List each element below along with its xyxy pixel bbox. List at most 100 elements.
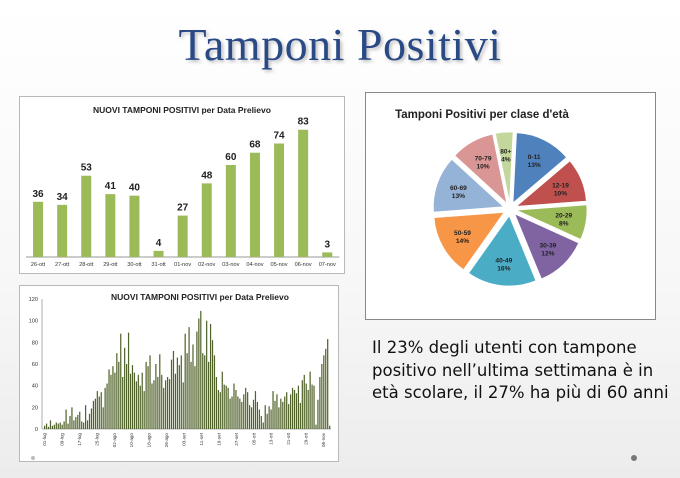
bar bbox=[147, 366, 149, 429]
x-tick-label: 30-ott bbox=[127, 262, 142, 268]
slice-percent: 14% bbox=[456, 238, 469, 245]
bar bbox=[321, 364, 323, 429]
bar bbox=[260, 416, 262, 429]
bar bbox=[272, 391, 274, 429]
bar bbox=[295, 393, 298, 429]
bar bbox=[258, 409, 260, 429]
bar bbox=[57, 423, 59, 429]
bar bbox=[153, 250, 164, 257]
bar bbox=[266, 413, 268, 429]
pie-slice bbox=[516, 204, 588, 240]
bar bbox=[172, 351, 175, 429]
bar bbox=[243, 394, 245, 429]
bar bbox=[249, 152, 260, 257]
pie-slice bbox=[514, 213, 579, 280]
bar bbox=[110, 374, 112, 429]
bar bbox=[229, 398, 231, 429]
bar bbox=[223, 384, 225, 429]
y-tick-label: 100 bbox=[29, 319, 38, 325]
bar bbox=[129, 195, 140, 257]
bar bbox=[153, 380, 155, 429]
history-bar-chart: NUOVI TAMPONI POSITIVI per Data Prelievo… bbox=[29, 292, 331, 448]
bar bbox=[155, 364, 157, 429]
bar bbox=[278, 407, 280, 429]
age-pie-chart: Tamponi Positivi per clase d'età0-1113%1… bbox=[395, 109, 588, 287]
x-tick-label: 17-lug bbox=[77, 433, 82, 446]
bar bbox=[274, 143, 285, 257]
bar bbox=[284, 396, 286, 429]
x-tick-label: 05-nov bbox=[270, 262, 287, 268]
x-tick-label: 25-lug bbox=[94, 433, 99, 446]
bar bbox=[170, 359, 173, 429]
pie-slice bbox=[468, 215, 537, 287]
bar bbox=[211, 340, 214, 429]
bar bbox=[88, 413, 91, 429]
x-tick-label: 03-set bbox=[182, 432, 187, 445]
x-tick-label: 05-ott bbox=[251, 432, 256, 444]
bar bbox=[71, 407, 73, 429]
bar bbox=[274, 400, 276, 429]
bar bbox=[105, 194, 116, 257]
bar bbox=[145, 361, 147, 429]
bar bbox=[299, 403, 301, 429]
bar bbox=[256, 401, 259, 429]
bar bbox=[124, 347, 126, 429]
bar bbox=[245, 387, 247, 429]
bar bbox=[163, 387, 165, 429]
x-tick-label: 03-nov bbox=[222, 262, 239, 268]
bar bbox=[161, 374, 163, 429]
bar bbox=[157, 377, 159, 429]
bar bbox=[73, 420, 75, 429]
bar bbox=[268, 406, 270, 429]
slice-label: 20-29 bbox=[555, 213, 572, 220]
bar bbox=[282, 401, 284, 429]
bar-data-label: 36 bbox=[32, 189, 44, 200]
bar bbox=[182, 382, 184, 429]
x-tick-label: 27-set bbox=[234, 432, 239, 445]
bar-data-label: 4 bbox=[156, 238, 162, 249]
bar bbox=[151, 383, 153, 429]
slice-percent: 10% bbox=[476, 163, 489, 170]
slide-bullet-dot-left bbox=[31, 456, 35, 460]
x-tick-label: 27-ott bbox=[55, 262, 70, 268]
pie-slice bbox=[454, 133, 508, 204]
bar bbox=[106, 383, 108, 429]
bar bbox=[309, 371, 311, 429]
bar bbox=[276, 394, 278, 429]
pie-slice bbox=[495, 131, 514, 203]
bar bbox=[100, 392, 102, 429]
bar bbox=[204, 355, 206, 429]
bar-data-label: 40 bbox=[129, 183, 141, 194]
y-tick-label: 120 bbox=[29, 297, 38, 303]
bar bbox=[165, 380, 167, 429]
y-tick-label: 80 bbox=[32, 340, 38, 346]
bar bbox=[53, 424, 55, 429]
slice-label: 80+ bbox=[500, 149, 511, 156]
bar bbox=[120, 333, 122, 429]
x-tick-label: 06-nov bbox=[321, 432, 326, 447]
bar bbox=[329, 425, 331, 429]
x-tick-label: 10-ago bbox=[129, 433, 134, 448]
bar bbox=[247, 392, 249, 429]
y-tick-label: 60 bbox=[32, 362, 38, 368]
bar bbox=[262, 422, 264, 429]
bar bbox=[188, 327, 190, 429]
bar-data-label: 27 bbox=[177, 203, 189, 214]
bar bbox=[44, 425, 46, 429]
bar bbox=[194, 366, 196, 429]
slice-percent: 16% bbox=[497, 265, 510, 272]
bar-data-label: 74 bbox=[273, 131, 285, 142]
bar bbox=[323, 355, 325, 429]
x-tick-label: 11-set bbox=[199, 432, 204, 445]
bar bbox=[176, 357, 178, 429]
x-tick-label: 21-ott bbox=[286, 432, 291, 444]
slice-percent: 13% bbox=[452, 193, 465, 200]
bar bbox=[325, 348, 327, 429]
bar bbox=[81, 421, 83, 429]
bar bbox=[280, 398, 282, 429]
age-pie-chart-panel: Tamponi Positivi per clase d'età 0-11 13% 1… bbox=[365, 92, 656, 320]
history-bar-chart-panel: NUOVI TAMPONI POSITIVI per Data Prelievo… bbox=[19, 285, 339, 462]
bar bbox=[180, 355, 182, 429]
bar bbox=[65, 409, 67, 429]
summary-note: Il 23% degli utenti con tampone positivo… bbox=[372, 338, 669, 402]
